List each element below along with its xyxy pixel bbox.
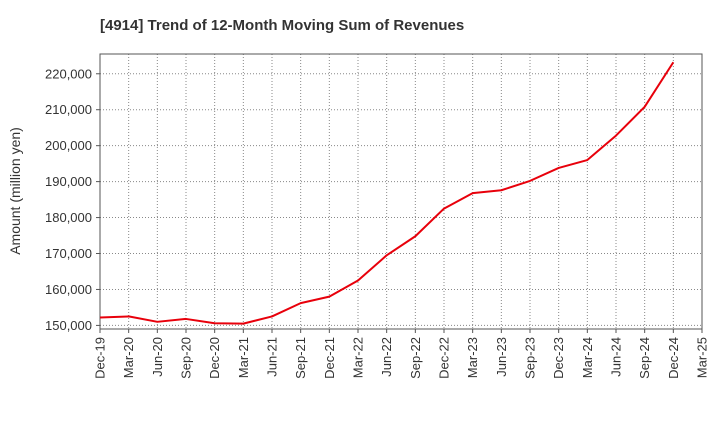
y-tick-label: 210,000 bbox=[45, 102, 92, 117]
y-tick-label: 160,000 bbox=[45, 282, 92, 297]
y-tick-label: 200,000 bbox=[45, 138, 92, 153]
x-tick-label: Mar-21 bbox=[236, 337, 251, 378]
x-tick-label: Dec-23 bbox=[551, 337, 566, 379]
x-tick-label: Jun-20 bbox=[150, 337, 165, 377]
x-tick-label: Dec-24 bbox=[666, 337, 681, 379]
x-tick-label: Mar-24 bbox=[580, 337, 595, 378]
y-tick-label: 180,000 bbox=[45, 210, 92, 225]
plot-area bbox=[99, 53, 703, 330]
x-tick-label: Jun-21 bbox=[265, 337, 280, 377]
y-tick-label: 150,000 bbox=[45, 318, 92, 333]
x-tick-label: Sep-22 bbox=[408, 337, 423, 379]
y-axis: 150,000 160,000 170,000 180,000 190,000 200,0… bbox=[45, 66, 100, 333]
x-tick-label: Jun-24 bbox=[609, 337, 624, 377]
x-tick-label: Sep-24 bbox=[637, 337, 652, 379]
y-tick-label: 190,000 bbox=[45, 174, 92, 189]
x-tick-label: Sep-21 bbox=[293, 337, 308, 379]
x-tick-label: Mar-20 bbox=[121, 337, 136, 378]
x-tick-label: Sep-23 bbox=[523, 337, 538, 379]
x-tick-label: Dec-20 bbox=[207, 337, 222, 379]
grid bbox=[100, 54, 702, 329]
x-tick-label: Mar-22 bbox=[351, 337, 366, 378]
x-tick-label: Jun-23 bbox=[494, 337, 509, 377]
x-tick-label: Mar-23 bbox=[465, 337, 480, 378]
x-tick-label: Dec-22 bbox=[437, 337, 452, 379]
x-tick-label: Mar-25 bbox=[695, 337, 710, 378]
chart-title: [4914] Trend of 12-Month Moving Sum of R… bbox=[100, 17, 464, 34]
x-tick-label: Dec-19 bbox=[93, 337, 108, 379]
x-axis: Dec-19 Mar-20 Jun-20 Sep-20 Dec-20 Mar-21 Jun-… bbox=[93, 329, 710, 379]
y-axis-label: Amount (million yen) bbox=[7, 127, 23, 255]
x-tick-label: Sep-20 bbox=[179, 337, 194, 379]
y-tick-label: 170,000 bbox=[45, 246, 92, 261]
y-tick-label: 220,000 bbox=[45, 66, 92, 81]
series-group bbox=[99, 61, 675, 325]
x-tick-label: Jun-22 bbox=[379, 337, 394, 377]
x-tick-label: Dec-21 bbox=[322, 337, 337, 379]
